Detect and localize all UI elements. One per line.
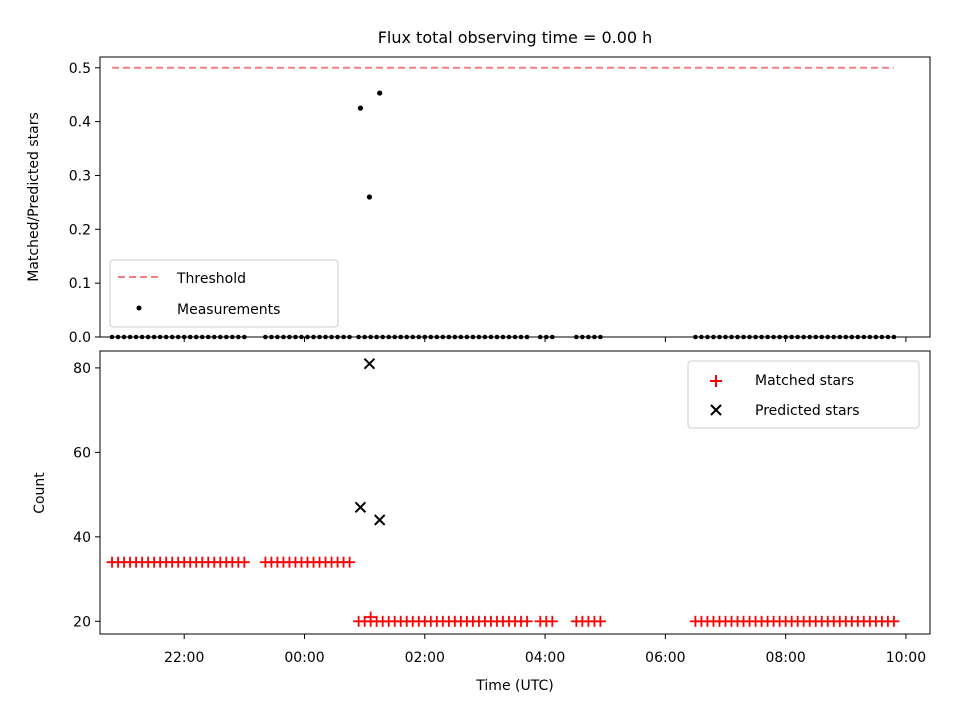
matched-star-point <box>521 615 533 627</box>
bottom-x-tick-label: 22:00 <box>164 650 204 666</box>
bottom-y-tick-label: 20 <box>73 614 91 630</box>
legend-matched-label: Matched stars <box>755 373 854 389</box>
top-legend-box <box>109 259 339 328</box>
legend-measurements-swatch <box>136 305 142 311</box>
top-y-tick-label: 0.1 <box>69 276 91 292</box>
legend-threshold-label: Threshold <box>176 271 246 287</box>
bottom-x-ticks: 22:00 00:00 02:00 04:00 06:00 08:00 10:00 <box>164 634 926 666</box>
measurement-point <box>377 90 383 96</box>
top-y-tick-label: 0.4 <box>69 115 91 131</box>
matched-star-point <box>546 615 558 627</box>
top-y-tick-label: 0.0 <box>69 330 91 346</box>
matched-star-point <box>365 611 377 623</box>
bottom-axes-frame <box>99 350 931 635</box>
top-y-tick-label: 0.2 <box>69 222 91 238</box>
bottom-y-ticks: 20 40 60 80 <box>73 361 100 630</box>
matched-star-point <box>594 615 606 627</box>
legend-measurements-label: Measurements <box>177 302 280 318</box>
measurement-point <box>366 194 373 200</box>
bottom-y-axis-label: Count <box>32 472 48 514</box>
bottom-x-tick-label: 04:00 <box>525 650 565 666</box>
matched-star-point <box>888 615 900 627</box>
bottom-legend-box <box>687 360 920 429</box>
bottom-y-tick-label: 40 <box>73 530 91 546</box>
legend-predicted-swatch <box>710 404 722 416</box>
top-y-ticks: 0.0 0.1 0.2 0.3 0.4 0.5 <box>69 61 100 346</box>
top-legend: Threshold Measurements <box>109 259 339 328</box>
x-axis-label: Time (UTC) <box>475 678 553 694</box>
top-panel: 0.0 0.1 0.2 0.3 0.4 0.5 Matched/Predicted sta… <box>26 56 931 346</box>
matched-star-point <box>238 556 250 568</box>
bottom-x-tick-label: 10:00 <box>886 650 926 666</box>
bottom-x-tick-label: 06:00 <box>645 650 685 666</box>
bottom-plot-area <box>106 357 900 627</box>
predicted-star-point <box>363 357 376 370</box>
bottom-x-tick-label: 02:00 <box>405 650 445 666</box>
bottom-panel: 20 40 60 80 22:00 00:00 02:00 04:00 06:00 08:00 1… <box>32 350 931 694</box>
predicted-star-point <box>373 514 386 526</box>
bottom-y-tick-label: 80 <box>73 361 91 377</box>
top-y-tick-label: 0.5 <box>69 61 91 77</box>
top-y-tick-label: 0.3 <box>69 168 91 184</box>
predicted-star-point <box>354 501 367 513</box>
legend-matched-swatch <box>710 375 722 387</box>
bottom-legend: Matched stars Predicted stars <box>687 360 920 429</box>
bottom-y-tick-label: 60 <box>73 445 91 461</box>
top-x-ticks <box>183 337 907 342</box>
chart-title: Flux total observing time = 0.00 h <box>378 28 653 47</box>
bottom-x-tick-label: 08:00 <box>765 650 805 666</box>
top-axes-frame <box>99 56 931 338</box>
legend-predicted-label: Predicted stars <box>755 403 860 419</box>
matched-star-point <box>344 556 356 568</box>
top-y-axis-label: Matched/Predicted stars <box>26 112 42 282</box>
bottom-x-tick-label: 00:00 <box>284 650 324 666</box>
measurement-point <box>357 105 364 111</box>
